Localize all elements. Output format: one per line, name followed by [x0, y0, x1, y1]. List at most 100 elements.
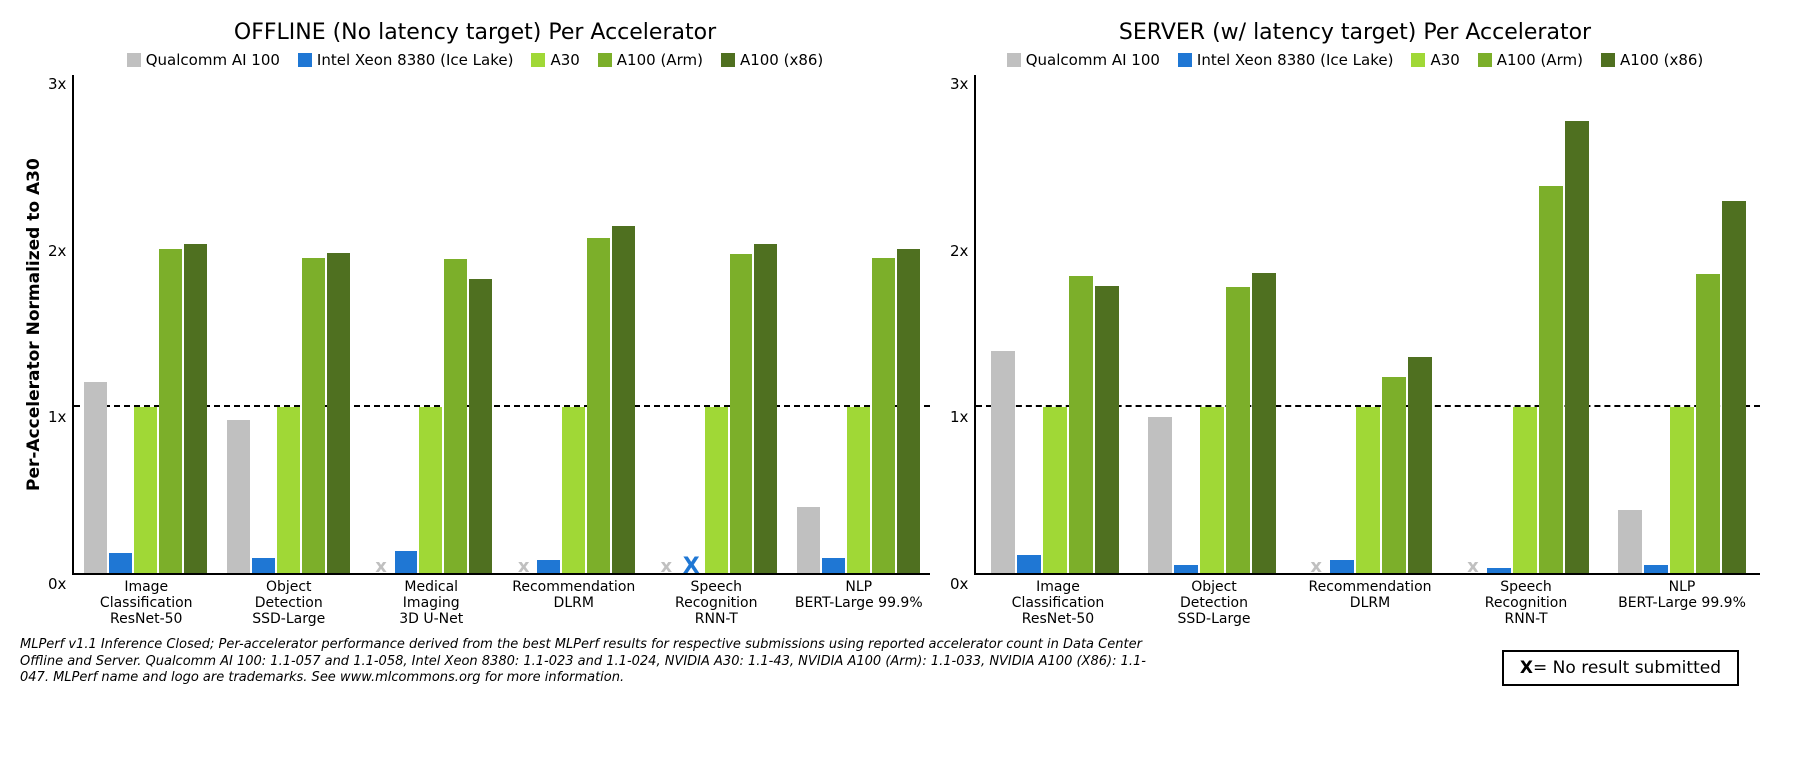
x-category-label: NLPBERT-Large 99.9% [788, 575, 931, 627]
offline-x-labels: ImageClassificationResNet-50ObjectDetect… [20, 575, 930, 627]
bar-group: xX [645, 75, 788, 573]
bar-qualcomm [227, 420, 250, 573]
bar-a100x86 [1408, 357, 1432, 573]
offline-legend: Qualcomm AI 100 Intel Xeon 8380 (Ice Lake… [20, 51, 930, 69]
missing-marker-qualcomm: x [1304, 561, 1328, 573]
bar-a100arm [159, 249, 182, 573]
charts-row: OFFLINE (No latency target) Per Accelera… [20, 20, 1779, 627]
server-chart: SERVER (w/ latency target) Per Accelerat… [950, 20, 1760, 627]
bar-a30 [277, 407, 300, 573]
bar-group: x [360, 75, 503, 573]
bar-a100arm [1226, 287, 1250, 573]
bar-qualcomm [1148, 417, 1172, 573]
bar-intel [1330, 560, 1354, 573]
server-title: SERVER (w/ latency target) Per Accelerat… [950, 20, 1760, 45]
x-category-label: RecommendationDLRM [503, 575, 646, 627]
server-plot-wrap: 0x1x2x3xxx [950, 75, 1760, 575]
legend-item-qualcomm: Qualcomm AI 100 [1007, 51, 1160, 69]
bar-qualcomm [797, 507, 820, 573]
y-axis-label: Per-Accelerator Normalized to A30 [20, 75, 48, 575]
server-y-ticks: 0x1x2x3x [950, 75, 974, 575]
x-category-label: ObjectDetectionSSD-Large [1136, 575, 1292, 627]
legend-swatch [127, 53, 141, 67]
bar-a100arm [1069, 276, 1093, 573]
legend-item-a100arm: A100 (Arm) [598, 51, 703, 69]
x-category-label: SpeechRecognitionRNN-T [645, 575, 788, 627]
bar-a100x86 [612, 226, 635, 573]
bar-a100x86 [327, 253, 350, 573]
server-plot-area: xx [974, 75, 1760, 575]
bar-a100arm [1382, 377, 1406, 573]
x-category-label: ImageClassificationResNet-50 [980, 575, 1136, 627]
legend-swatch [298, 53, 312, 67]
missing-marker-qualcomm: x [655, 561, 678, 573]
offline-y-ticks: 0x1x2x3x [48, 75, 72, 575]
server-legend: Qualcomm AI 100 Intel Xeon 8380 (Ice Lake… [950, 51, 1760, 69]
keybox-x-symbol: X [1520, 658, 1533, 678]
bar-a100x86 [1252, 273, 1276, 573]
bar-a100x86 [897, 249, 920, 573]
offline-chart: OFFLINE (No latency target) Per Accelera… [20, 20, 930, 627]
legend-item-a100x86: A100 (x86) [721, 51, 823, 69]
missing-marker-qualcomm: x [512, 561, 535, 573]
bar-intel [1644, 565, 1668, 573]
legend-item-a30: A30 [531, 51, 579, 69]
bar-a100x86 [1095, 286, 1119, 573]
bar-group [976, 75, 1133, 573]
bar-intel [537, 560, 560, 573]
server-bar-groups: xx [976, 75, 1760, 573]
legend-label: A100 (x86) [1620, 51, 1703, 69]
x-category-label: SpeechRecognitionRNN-T [1448, 575, 1604, 627]
bar-group [1603, 75, 1760, 573]
legend-swatch [531, 53, 545, 67]
legend-swatch [598, 53, 612, 67]
legend-label: A100 (Arm) [1497, 51, 1583, 69]
bar-a30 [134, 407, 157, 573]
x-category-label: ObjectDetectionSSD-Large [218, 575, 361, 627]
footnote-text: MLPerf v1.1 Inference Closed; Per-accele… [20, 637, 1170, 686]
bar-a100x86 [1722, 201, 1746, 573]
legend-item-a100arm: A100 (Arm) [1478, 51, 1583, 69]
bar-intel [1174, 565, 1198, 573]
bar-a30 [1513, 407, 1537, 573]
keybox-label: = No result submitted [1533, 658, 1721, 678]
bar-a100arm [1696, 274, 1720, 573]
offline-title: OFFLINE (No latency target) Per Accelera… [20, 20, 930, 45]
bar-qualcomm [991, 351, 1015, 573]
bar-group [74, 75, 217, 573]
legend-label: A100 (x86) [740, 51, 823, 69]
bar-a100arm [444, 259, 467, 573]
missing-marker-qualcomm: x [370, 561, 393, 573]
bar-intel [109, 553, 132, 573]
bar-qualcomm [1618, 510, 1642, 573]
server-x-labels: ImageClassificationResNet-50ObjectDetect… [950, 575, 1760, 627]
bar-a100arm [872, 258, 895, 573]
bar-a30 [705, 407, 728, 573]
bar-a100arm [1539, 186, 1563, 573]
bar-a100arm [302, 258, 325, 573]
missing-marker-intel: X [680, 561, 703, 573]
bar-group: x [1447, 75, 1604, 573]
legend-label: Intel Xeon 8380 (Ice Lake) [317, 51, 514, 69]
legend-item-intel: Intel Xeon 8380 (Ice Lake) [298, 51, 514, 69]
bar-a100x86 [1565, 121, 1589, 573]
x-category-label: MedicalImaging3D U-Net [360, 575, 503, 627]
x-category-label: ImageClassificationResNet-50 [75, 575, 218, 627]
legend-label: Qualcomm AI 100 [146, 51, 280, 69]
bar-intel [822, 558, 845, 573]
legend-swatch [1007, 53, 1021, 67]
bar-a30 [1200, 407, 1224, 573]
bar-group: x [1290, 75, 1447, 573]
bar-a100x86 [184, 244, 207, 573]
bar-a30 [419, 407, 442, 573]
bar-a100arm [587, 238, 610, 573]
legend-item-intel: Intel Xeon 8380 (Ice Lake) [1178, 51, 1394, 69]
bar-group: x [502, 75, 645, 573]
legend-label: Intel Xeon 8380 (Ice Lake) [1197, 51, 1394, 69]
bar-group [217, 75, 360, 573]
bar-group [1133, 75, 1290, 573]
bar-intel [1487, 568, 1511, 573]
legend-item-qualcomm: Qualcomm AI 100 [127, 51, 280, 69]
offline-plot-area: xxxX [72, 75, 930, 575]
bar-a30 [562, 407, 585, 573]
